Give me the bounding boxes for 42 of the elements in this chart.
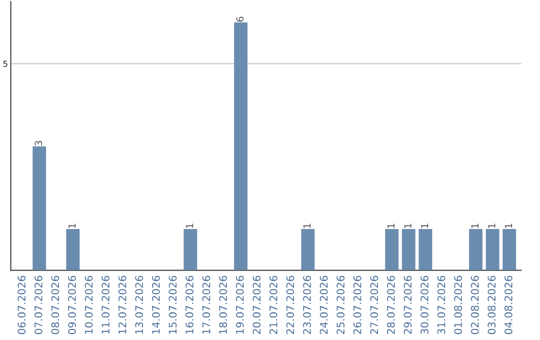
data-label: 1 bbox=[421, 224, 428, 228]
x-tick-label: 15.07.2026 bbox=[168, 276, 177, 334]
x-tick-label: 04.08.2026 bbox=[504, 276, 512, 334]
x-tick-label: 08.07.2026 bbox=[51, 276, 60, 334]
x-tick-label: 29.07.2026 bbox=[404, 276, 412, 334]
x-tick-label: 02.08.2026 bbox=[470, 276, 479, 334]
x-tick-label: 18.07.2026 bbox=[219, 276, 228, 334]
x-tick-label: 26.07.2026 bbox=[353, 276, 362, 334]
x-tick-label: 10.07.2026 bbox=[84, 276, 93, 334]
x-tick-label: 14.07.2026 bbox=[152, 276, 160, 334]
x-tick-label: 13.07.2026 bbox=[135, 276, 144, 334]
x-tick-label: 24.07.2026 bbox=[320, 276, 328, 334]
data-label: 1 bbox=[404, 224, 412, 228]
x-tick-label: 01.08.2026 bbox=[454, 276, 462, 334]
data-label: 1 bbox=[387, 224, 395, 228]
x-tick-label: 16.07.2026 bbox=[186, 276, 194, 334]
data-label: 1 bbox=[186, 224, 194, 228]
x-tick-label: 03.08.2026 bbox=[488, 276, 496, 334]
x-tick-label: 09.07.2026 bbox=[68, 276, 76, 334]
x-tick-label: 21.07.2026 bbox=[269, 276, 278, 334]
y-tick-label: 5 bbox=[3, 60, 8, 67]
x-tick-label: 06.07.2026 bbox=[18, 276, 26, 334]
x-tick-label: 22.07.2026 bbox=[286, 276, 294, 334]
x-tick-label: 19.07.2026 bbox=[236, 276, 244, 334]
data-label: 1 bbox=[488, 224, 496, 228]
x-tick-label: 11.07.2026 bbox=[102, 276, 110, 334]
x-tick-label: 23.07.2026 bbox=[303, 276, 311, 334]
data-label: 1 bbox=[68, 224, 76, 228]
data-label: 1 bbox=[504, 224, 512, 228]
x-tick-label: 25.07.2026 bbox=[336, 276, 345, 334]
x-tick-label: 20.07.2026 bbox=[252, 276, 261, 334]
data-label: 1 bbox=[304, 224, 311, 228]
x-tick-label: 07.07.2026 bbox=[34, 276, 42, 334]
data-label: 3 bbox=[34, 140, 42, 146]
x-tick-label: 12.07.2026 bbox=[118, 276, 126, 334]
x-tick-label: 17.07.2026 bbox=[202, 276, 210, 334]
x-tick-label: 30.07.2026 bbox=[420, 276, 428, 334]
x-tick-label: 31.07.2026 bbox=[437, 276, 446, 334]
x-tick-label: 27.07.2026 bbox=[370, 276, 378, 334]
data-label: 6 bbox=[236, 16, 244, 22]
x-tick-label: 28.07.2026 bbox=[386, 276, 395, 334]
data-label: 1 bbox=[471, 224, 478, 228]
